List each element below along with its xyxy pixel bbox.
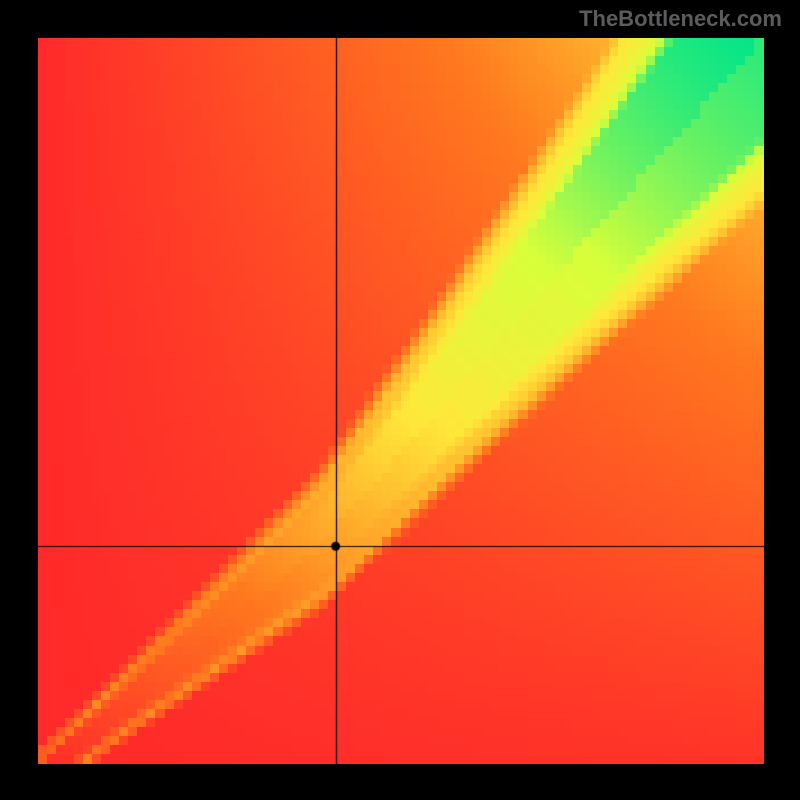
chart-root: TheBottleneck.com <box>0 0 800 800</box>
watermark-text: TheBottleneck.com <box>579 6 782 32</box>
bottleneck-heatmap <box>38 38 764 764</box>
